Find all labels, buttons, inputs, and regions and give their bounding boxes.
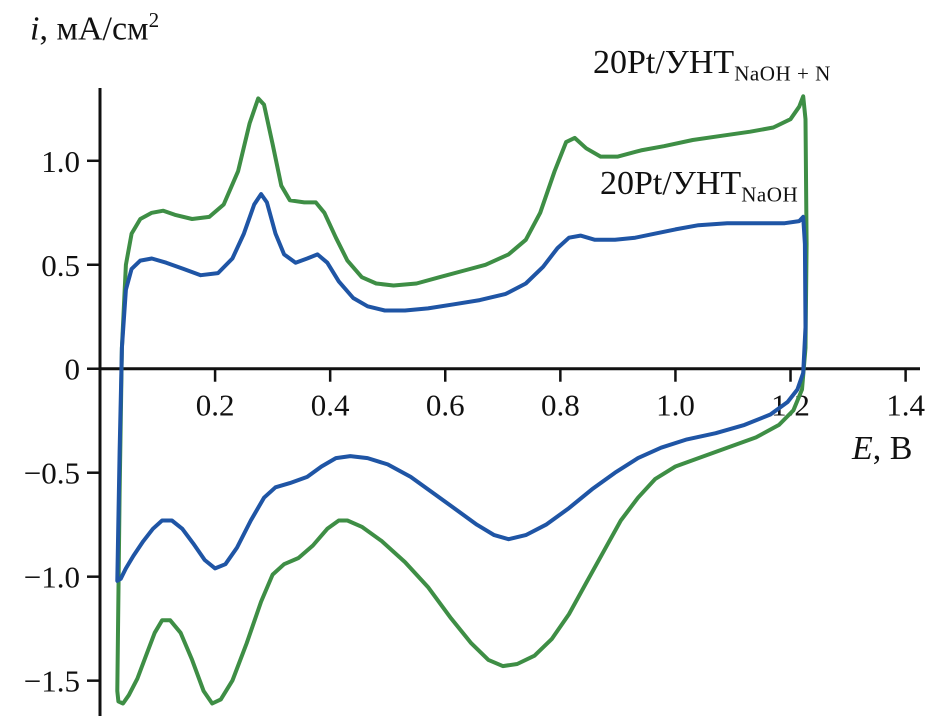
y-tick-label: −0.5	[24, 456, 80, 491]
x-tick-label: 0.2	[196, 388, 235, 423]
y-tick-label: 0.5	[41, 248, 80, 283]
x-tick-label: 1.2	[771, 388, 810, 423]
series-label-naoh-n: 20Pt/УНТNaOH + N	[593, 44, 831, 86]
x-axis-units: , В	[872, 430, 913, 467]
x-tick-label: 0.4	[311, 388, 350, 423]
x-tick-label: 1.4	[886, 388, 925, 423]
series-label-naoh: 20Pt/УНТNaOH	[600, 165, 798, 207]
series-label-naoh-main: 20Pt/УНТ	[600, 165, 742, 202]
x-tick-label: 0.8	[541, 388, 580, 423]
x-axis-title: E, В	[852, 430, 912, 468]
y-axis-units: , мА/см	[39, 10, 149, 48]
x-tick-label: 1.0	[656, 388, 695, 423]
y-tick-label: 1.0	[41, 144, 80, 179]
y-tick-label: −1.0	[24, 560, 80, 595]
series-label-naoh-sub: NaOH	[741, 182, 799, 207]
series-label-naoh-n-main: 20Pt/УНТ	[593, 44, 735, 81]
x-tick-label: 0.6	[426, 388, 465, 423]
series-label-naoh-n-sub: NaOH + N	[734, 61, 831, 86]
y-tick-label: 0	[65, 352, 81, 387]
y-tick-label: −1.5	[24, 664, 80, 699]
y-axis-variable: i	[30, 10, 40, 48]
y-axis-title: i, мА/см2	[30, 8, 159, 48]
cv-curve-naoh-n	[115, 94, 809, 706]
cv-curve-naoh	[115, 192, 808, 583]
y-axis-units-exponent: 2	[148, 8, 160, 32]
x-axis-variable: E	[852, 430, 873, 467]
